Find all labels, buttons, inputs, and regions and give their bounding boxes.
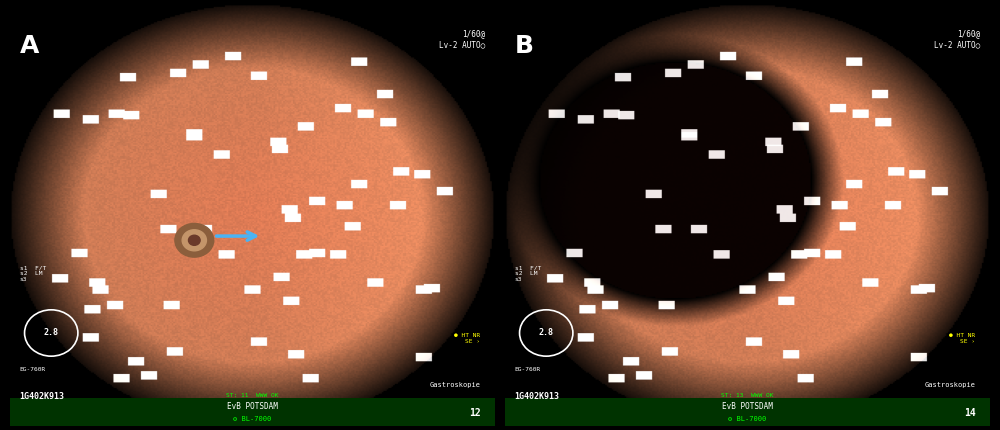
Text: EvB POTSDAM: EvB POTSDAM	[227, 402, 278, 411]
Text: 1G402K913: 1G402K913	[20, 392, 65, 401]
Text: ⚙ BL-7000: ⚙ BL-7000	[233, 416, 272, 422]
Text: B: B	[515, 34, 534, 58]
Text: s1  F/T
s2  LM
s3: s1 F/T s2 LM s3	[20, 266, 46, 282]
Text: 14: 14	[964, 408, 975, 418]
Text: EG-760R: EG-760R	[515, 367, 541, 372]
Circle shape	[175, 224, 214, 257]
Text: s1  F/T
s2  LM
s3: s1 F/T s2 LM s3	[515, 266, 541, 282]
Text: 2.8: 2.8	[44, 329, 59, 338]
Text: 2.8: 2.8	[539, 329, 554, 338]
Text: EG-760R: EG-760R	[20, 367, 46, 372]
FancyBboxPatch shape	[10, 398, 495, 426]
Circle shape	[188, 235, 200, 246]
Text: Gastroskopie: Gastroskopie	[924, 382, 975, 388]
Text: ST: 11  WWW OK: ST: 11 WWW OK	[226, 393, 279, 398]
FancyBboxPatch shape	[505, 398, 990, 426]
Text: ⚙ BL-7000: ⚙ BL-7000	[728, 416, 767, 422]
Text: ST: 13  WWW OK: ST: 13 WWW OK	[721, 393, 774, 398]
Text: 1/60@
Lv-2 AUTO○: 1/60@ Lv-2 AUTO○	[934, 30, 980, 49]
Text: 1/60@
Lv-2 AUTO○: 1/60@ Lv-2 AUTO○	[439, 30, 485, 49]
Text: ● HT NR
SE ›: ● HT NR SE ›	[454, 333, 480, 344]
Text: Gastroskopie: Gastroskopie	[429, 382, 480, 388]
Text: A: A	[20, 34, 39, 58]
Text: 12: 12	[469, 408, 480, 418]
Text: 1G402K913: 1G402K913	[515, 392, 560, 401]
Text: ● HT NR
SE ›: ● HT NR SE ›	[949, 333, 975, 344]
Text: EvB POTSDAM: EvB POTSDAM	[722, 402, 773, 411]
Circle shape	[182, 230, 206, 251]
